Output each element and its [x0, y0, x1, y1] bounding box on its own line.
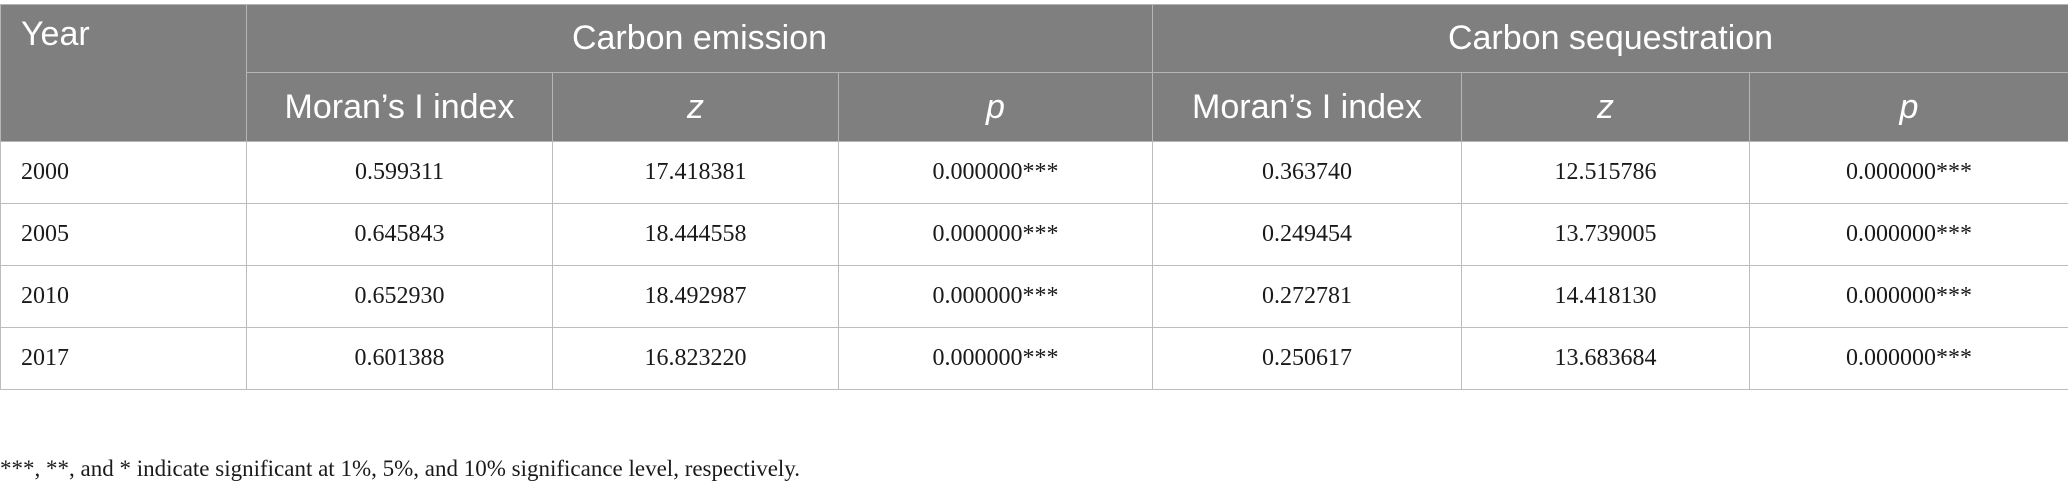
emission-z-cell: 16.823220 [552, 327, 839, 390]
carbon-emission-group-header: Carbon emission [246, 4, 1153, 73]
sequestration-z-cell: 14.418130 [1461, 265, 1750, 328]
year-cell: 2000 [0, 141, 247, 204]
year-column-header: Year [0, 4, 247, 142]
table-row: 2010 0.652930 18.492987 0.000000*** 0.27… [0, 265, 2068, 328]
sequestration-z-cell: 13.683684 [1461, 327, 1750, 390]
table-row: 2000 0.599311 17.418381 0.000000*** 0.36… [0, 141, 2068, 204]
emission-p-cell: 0.000000*** [838, 203, 1153, 266]
results-table-container: Year Carbon emission Carbon sequestratio… [0, 4, 2068, 390]
sequestration-p-header: p [1748, 72, 2068, 142]
emission-z-header: z [552, 72, 839, 142]
sequestration-p-cell: 0.000000*** [1748, 141, 2068, 204]
sequestration-z-header: z [1461, 72, 1750, 142]
sequestration-morans-i-cell: 0.363740 [1152, 141, 1462, 204]
year-cell: 2017 [0, 327, 247, 390]
sequestration-morans-i-cell: 0.249454 [1152, 203, 1462, 266]
emission-z-cell: 18.444558 [552, 203, 839, 266]
year-cell: 2010 [0, 265, 247, 328]
emission-morans-i-cell: 0.652930 [246, 265, 553, 328]
sequestration-p-cell: 0.000000*** [1748, 327, 2068, 390]
emission-p-cell: 0.000000*** [838, 327, 1153, 390]
sequestration-morans-i-cell: 0.250617 [1152, 327, 1462, 390]
emission-p-header: p [838, 72, 1153, 142]
year-cell: 2005 [0, 203, 247, 266]
sequestration-p-cell: 0.000000*** [1748, 203, 2068, 266]
table-footnote: ***, **, and * indicate significant at 1… [0, 456, 801, 481]
carbon-sequestration-group-header: Carbon sequestration [1151, 4, 2068, 73]
header-row-groups: Year Carbon emission Carbon sequestratio… [0, 4, 2068, 142]
sequestration-z-cell: 13.739005 [1461, 203, 1750, 266]
emission-morans-i-cell: 0.599311 [246, 141, 553, 204]
header-row-subcolumns: Moran’s I index z p Moran’s I index z p [1, 72, 2068, 142]
emission-p-cell: 0.000000*** [838, 265, 1153, 328]
emission-p-cell: 0.000000*** [838, 141, 1153, 204]
table-row: 2017 0.601388 16.823220 0.000000*** 0.25… [0, 327, 2068, 390]
sequestration-morans-i-cell: 0.272781 [1152, 265, 1462, 328]
emission-morans-i-cell: 0.601388 [246, 327, 553, 390]
sequestration-z-cell: 12.515786 [1461, 141, 1750, 204]
emission-morans-i-cell: 0.645843 [246, 203, 553, 266]
emission-z-cell: 17.418381 [552, 141, 839, 204]
sequestration-p-cell: 0.000000*** [1748, 265, 2068, 328]
emission-z-cell: 18.492987 [552, 265, 839, 328]
sequestration-morans-i-header: Moran’s I index [1152, 72, 1462, 142]
morans-i-table: Year Carbon emission Carbon sequestratio… [0, 4, 2068, 390]
emission-morans-i-header: Moran’s I index [246, 72, 553, 142]
table-row: 2005 0.645843 18.444558 0.000000*** 0.24… [0, 203, 2068, 266]
